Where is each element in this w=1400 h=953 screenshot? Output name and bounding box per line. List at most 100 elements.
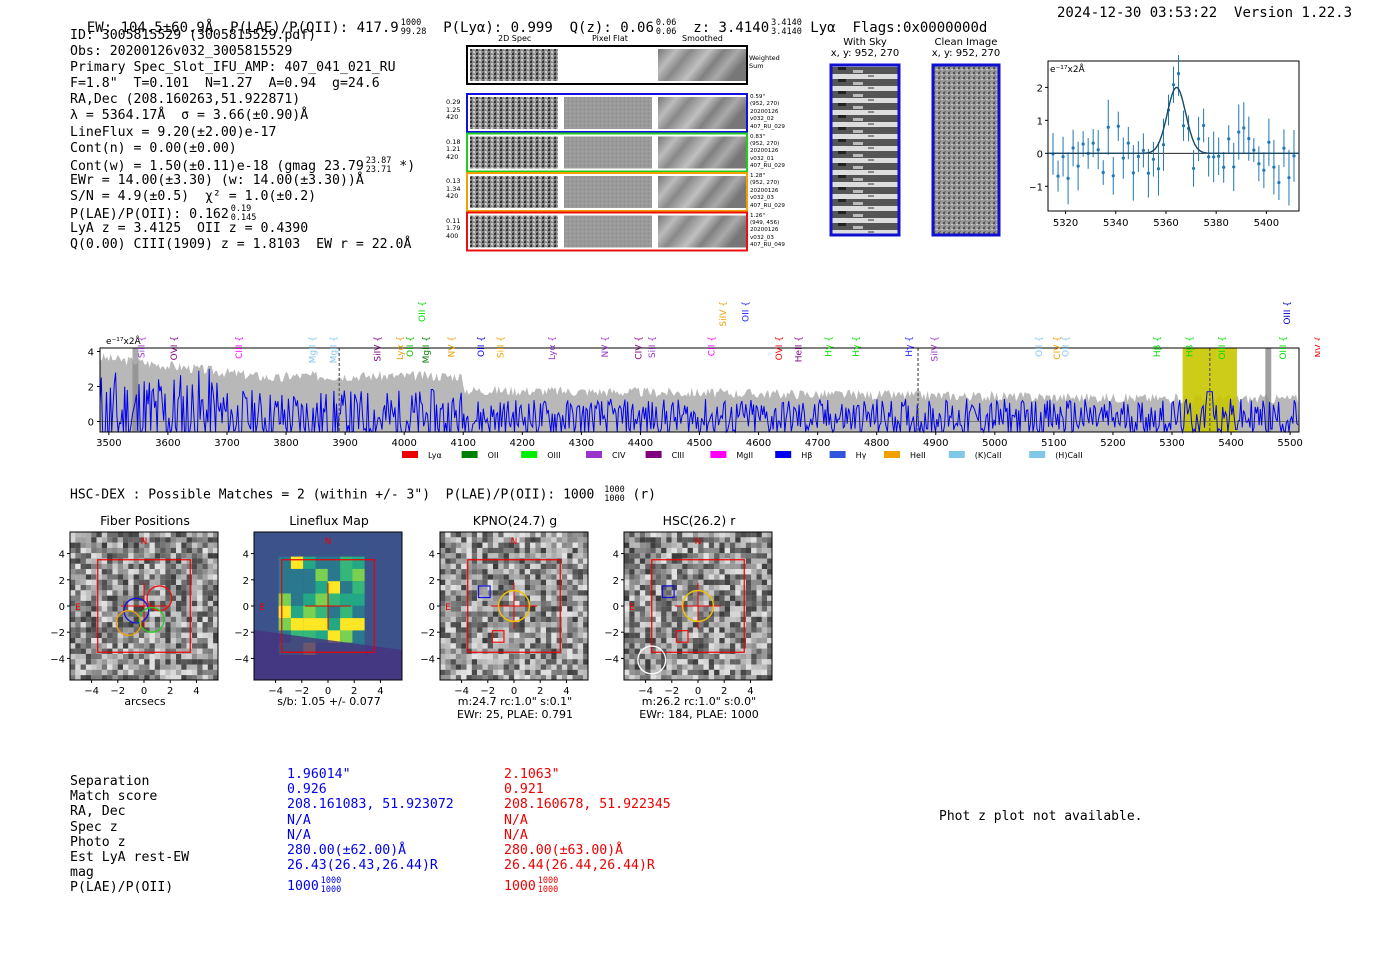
image-pixel <box>133 590 139 596</box>
image-pixel <box>671 611 678 617</box>
image-pixel <box>624 648 630 654</box>
lineflux-pixel <box>377 605 390 619</box>
image-pixel <box>561 595 568 601</box>
image-pixel <box>671 606 678 612</box>
image-pixel <box>138 574 145 580</box>
image-pixel <box>540 653 547 660</box>
image-pixel <box>767 600 773 607</box>
image-pixel <box>730 616 736 623</box>
image-pixel <box>154 643 161 649</box>
image-pixel <box>767 547 773 554</box>
image-pixel <box>551 653 557 660</box>
image-pixel <box>524 574 531 580</box>
image-pixel <box>624 563 630 570</box>
image-pixel <box>213 542 219 548</box>
image-pixel <box>144 632 150 639</box>
image-pixel <box>561 542 568 548</box>
image-pixel <box>761 648 768 654</box>
image-pixel <box>466 653 472 660</box>
lineflux-pixel <box>364 532 378 545</box>
image-pixel <box>735 595 741 601</box>
image-pixel <box>535 627 541 633</box>
image-pixel <box>107 616 113 623</box>
image-pixel <box>703 537 709 543</box>
image-pixel <box>471 648 478 654</box>
image-pixel <box>567 600 573 607</box>
image-pixel <box>154 653 161 660</box>
image-pixel <box>133 553 139 559</box>
image-pixel <box>154 542 161 548</box>
image-pixel <box>724 611 731 617</box>
image-pixel <box>445 600 451 607</box>
with-sky-xy: x, y: 952, 270 <box>830 48 900 59</box>
image-pixel <box>170 611 177 617</box>
image-pixel <box>761 574 768 580</box>
image-pixel <box>461 643 467 649</box>
image-pixel <box>645 675 651 681</box>
image-pixel <box>160 532 166 538</box>
image-pixel <box>730 600 736 607</box>
image-pixel <box>740 627 746 633</box>
image-pixel <box>123 558 129 564</box>
image-pixel <box>149 675 155 681</box>
image-pixel <box>629 669 635 676</box>
image-pixel <box>634 574 640 580</box>
image-pixel <box>508 579 515 586</box>
image-pixel <box>740 563 746 570</box>
image-pixel <box>572 638 578 644</box>
image-pixel <box>687 579 693 586</box>
image-pixel <box>756 675 762 681</box>
image-pixel <box>556 569 562 575</box>
image-pixel <box>440 569 446 575</box>
spectrum-xtick: 4100 <box>451 438 476 449</box>
legend-label: HeII <box>910 451 926 460</box>
image-pixel <box>445 569 451 575</box>
image-pixel <box>634 532 640 538</box>
lineflux-pixel <box>364 544 378 557</box>
image-pixel <box>128 664 134 670</box>
lineflux-pixel <box>290 568 304 582</box>
image-pixel <box>450 669 456 676</box>
image-pixel <box>154 563 161 570</box>
image-pixel <box>197 558 203 564</box>
image-pixel <box>767 622 773 628</box>
image-pixel <box>154 638 161 644</box>
image-pixel <box>149 547 155 554</box>
image-pixel <box>154 558 161 564</box>
image-pixel <box>639 590 646 596</box>
image-pixel <box>96 574 102 580</box>
image-pixel <box>745 616 752 623</box>
image-pixel <box>703 600 709 607</box>
with-sky-label: With Sky <box>843 37 887 48</box>
image-pixel <box>583 547 589 554</box>
image-pixel <box>213 611 219 617</box>
lineflux-pixel <box>315 605 328 619</box>
image-pixel <box>698 537 704 543</box>
image-pixel <box>498 558 504 564</box>
image-pixel <box>154 632 161 639</box>
panel-caption: m:26.2 rc:1.0" s:0.0" EWr: 184, PLAE: 100… <box>618 695 780 721</box>
image-pixel <box>477 547 483 554</box>
image-pixel <box>677 675 683 681</box>
image-pixel <box>197 574 203 580</box>
image-pixel <box>487 579 494 586</box>
lineflux-pixel <box>389 605 402 619</box>
image-pixel <box>128 616 134 623</box>
image-pixel <box>556 627 562 633</box>
image-pixel <box>191 632 198 639</box>
image-pixel <box>498 532 504 538</box>
image-pixel <box>556 616 562 623</box>
image-pixel <box>567 622 573 628</box>
image-pixel <box>85 611 92 617</box>
row-right-r4: v032_02 <box>750 116 774 123</box>
image-pixel <box>572 600 578 607</box>
image-pixel <box>577 585 584 591</box>
image-pixel <box>138 569 145 575</box>
image-pixel <box>540 574 547 580</box>
image-pixel <box>471 590 478 596</box>
image-pixel <box>107 653 113 660</box>
image-pixel <box>91 569 97 575</box>
image-pixel <box>96 606 102 612</box>
image-pixel <box>96 590 102 596</box>
